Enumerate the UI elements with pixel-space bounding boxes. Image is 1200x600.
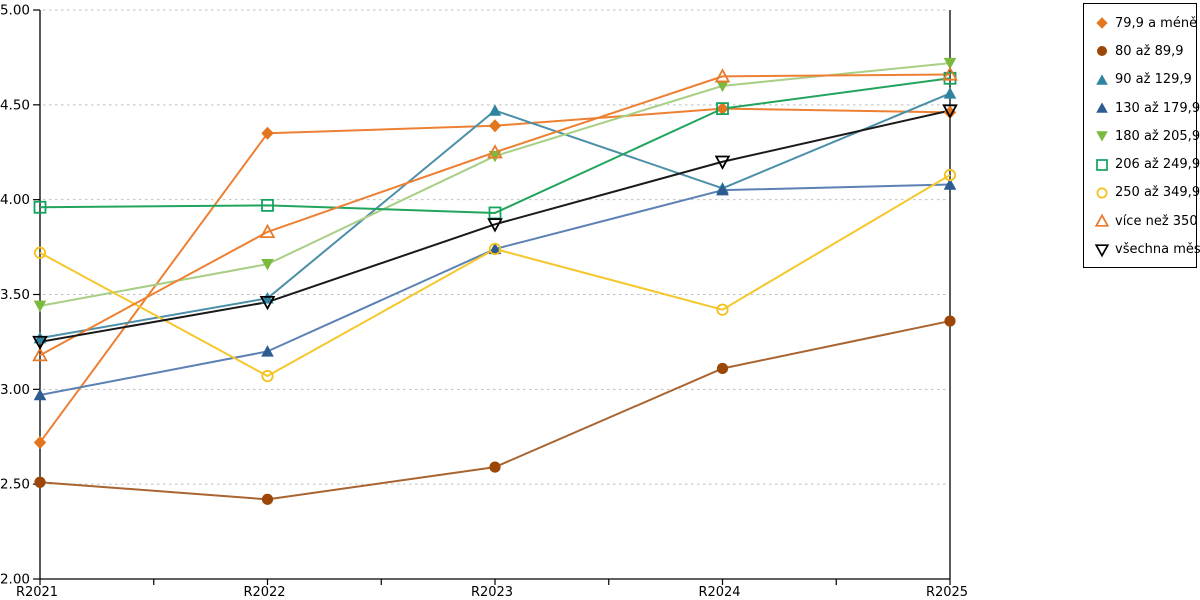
marker-diamond-series-1 bbox=[33, 435, 47, 449]
circle-outline-icon bbox=[1096, 187, 1108, 199]
marker-triangle-down-series-9 bbox=[487, 218, 503, 233]
legend-item-6: 206 až 249,9 bbox=[1084, 150, 1200, 178]
legend-item-3: 90 až 129,9 bbox=[1084, 66, 1196, 94]
series-line-8 bbox=[39, 73, 951, 357]
series-line-4 bbox=[39, 183, 951, 397]
legend-item-9: všechna města bbox=[1084, 235, 1200, 263]
triangle-up-icon bbox=[1096, 102, 1108, 113]
marker-triangle-down-series-5 bbox=[943, 57, 957, 70]
x-axis-label: R2025 bbox=[926, 585, 968, 600]
marker-triangle-down-series-5 bbox=[261, 258, 274, 271]
marker-circle-series-2 bbox=[489, 461, 501, 473]
legend-item-1: 79,9 a méně bbox=[1084, 9, 1198, 37]
x-axis-label: R2024 bbox=[698, 585, 740, 600]
y-tick-label: 3.00 bbox=[0, 382, 30, 398]
marker-circle-series-7 bbox=[261, 369, 274, 383]
legend-label: 90 až 129,9 bbox=[1115, 72, 1192, 88]
y-tick-label: 5.00 bbox=[0, 3, 30, 19]
marker-circle-series-7 bbox=[488, 242, 502, 256]
marker-square-series-6 bbox=[33, 200, 47, 214]
chart-legend: 79,9 a méně 80 až 89,9 90 až 129,9 130 až 1… bbox=[1083, 3, 1200, 268]
y-tick-label: 3.50 bbox=[0, 287, 30, 303]
marker-diamond-series-1 bbox=[261, 126, 274, 140]
legend-label: všechna města bbox=[1115, 242, 1200, 258]
marker-square-series-6 bbox=[261, 198, 274, 212]
marker-diamond-series-1 bbox=[943, 105, 957, 119]
legend-item-4: 130 až 179,9 bbox=[1084, 94, 1200, 122]
marker-triangle-up-series-8 bbox=[487, 144, 503, 159]
marker-triangle-up-series-8 bbox=[259, 223, 276, 239]
y-tick-label: 4.50 bbox=[0, 97, 30, 113]
marker-diamond-series-1 bbox=[488, 119, 502, 133]
series-line-9 bbox=[39, 109, 951, 343]
marker-circle-series-7 bbox=[33, 246, 47, 259]
y-tick-label: 2.50 bbox=[0, 477, 30, 493]
x-axis-label: R2022 bbox=[243, 585, 285, 600]
square-outline-icon bbox=[1096, 158, 1108, 171]
marker-triangle-down-series-9 bbox=[259, 295, 276, 311]
marker-triangle-up-series-4 bbox=[33, 388, 47, 401]
marker-circle-series-2 bbox=[944, 315, 956, 327]
y-tick-label: 4.00 bbox=[0, 192, 30, 208]
marker-square-series-6 bbox=[716, 102, 729, 116]
marker-triangle-up-series-4 bbox=[261, 345, 274, 357]
series-line-6 bbox=[39, 77, 951, 214]
diamond-icon bbox=[1096, 17, 1108, 29]
marker-triangle-up-series-8 bbox=[714, 68, 731, 83]
x-axis-label: R2021 bbox=[16, 585, 58, 600]
legend-label: 206 až 249,9 bbox=[1115, 157, 1200, 173]
marker-triangle-up-series-4 bbox=[943, 178, 957, 190]
marker-triangle-up-series-3 bbox=[943, 87, 957, 99]
legend-label: více než 350 bbox=[1115, 213, 1198, 229]
series-line-5 bbox=[39, 62, 951, 307]
marker-triangle-down-series-9 bbox=[942, 104, 958, 119]
legend-item-2: 80 až 89,9 bbox=[1084, 37, 1196, 65]
marker-triangle-up-series-4 bbox=[716, 183, 729, 196]
x-axis-label: R2023 bbox=[471, 585, 513, 600]
legend-label: 250 až 349,9 bbox=[1115, 185, 1200, 201]
marker-triangle-up-series-4 bbox=[488, 242, 502, 255]
legend-label: 130 až 179,9 bbox=[1115, 100, 1200, 116]
marker-circle-series-2 bbox=[261, 493, 274, 505]
legend-item-5: 180 až 205,9 bbox=[1084, 122, 1200, 150]
marker-triangle-up-series-8 bbox=[942, 66, 958, 81]
marker-circle-series-2 bbox=[34, 476, 46, 488]
marker-triangle-up-series-8 bbox=[32, 347, 48, 362]
marker-triangle-down-series-5 bbox=[716, 80, 729, 93]
marker-triangle-down-series-5 bbox=[33, 300, 47, 313]
marker-circle-series-7 bbox=[716, 303, 729, 316]
y-tick-label: 2.00 bbox=[0, 572, 30, 588]
triangle-down-outline-icon bbox=[1094, 243, 1110, 257]
marker-circle-series-7 bbox=[943, 168, 957, 182]
legend-label: 80 až 89,9 bbox=[1115, 43, 1184, 59]
legend-label: 79,9 a méně bbox=[1115, 15, 1198, 31]
marker-triangle-down-series-9 bbox=[32, 335, 48, 351]
circle-icon bbox=[1097, 46, 1107, 57]
marker-triangle-down-series-9 bbox=[714, 155, 731, 170]
marker-circle-series-2 bbox=[716, 362, 729, 375]
legend-item-7: 250 až 349,9 bbox=[1084, 179, 1200, 207]
triangle-up-outline-icon bbox=[1094, 213, 1110, 227]
marker-diamond-series-1 bbox=[716, 102, 729, 116]
legend-label: 180 až 205,9 bbox=[1115, 128, 1200, 144]
marker-triangle-up-series-3 bbox=[488, 104, 502, 116]
legend-item-8: více než 350 bbox=[1084, 207, 1198, 235]
triangle-down-icon bbox=[1096, 131, 1108, 142]
triangle-up-icon bbox=[1096, 74, 1108, 85]
